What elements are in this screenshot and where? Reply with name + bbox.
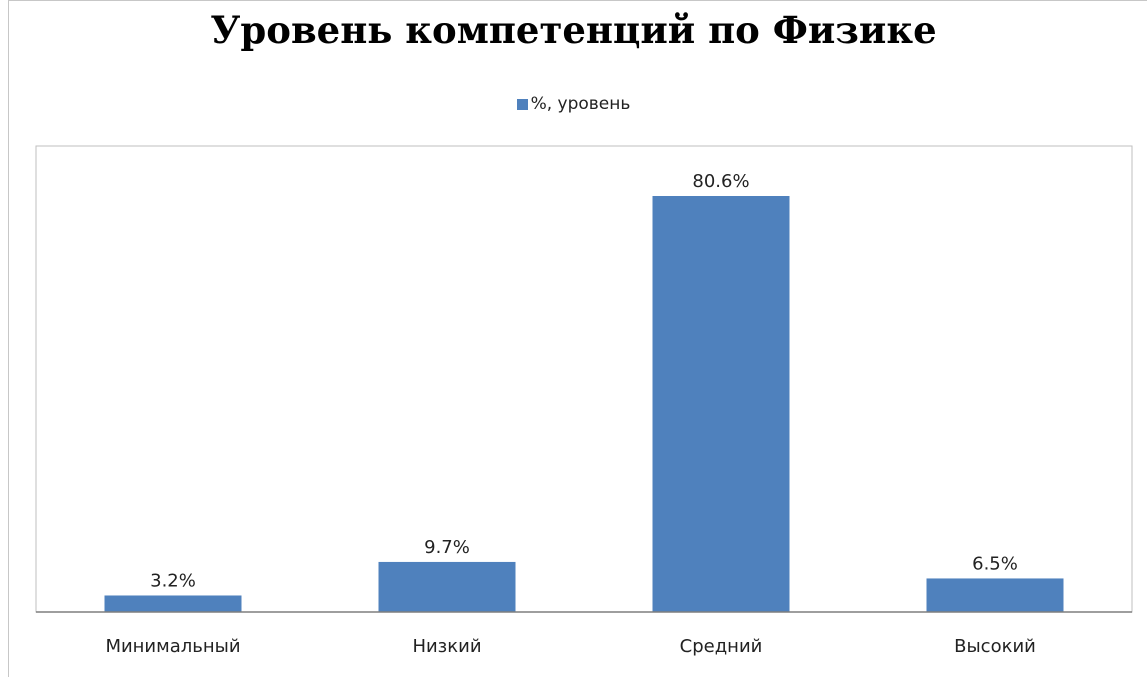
x-tick-label-4: Высокий	[954, 636, 1036, 657]
bar-3	[652, 196, 790, 612]
data-label-2: 9.7%	[424, 537, 470, 558]
bars-layer: 3.2% Минимальный 9.7% Низкий 80.6% Средний 6.5…	[104, 171, 1064, 657]
chart-legend: %, уровень	[0, 94, 1147, 114]
x-tick-label-3: Средний	[680, 636, 763, 657]
legend-swatch	[516, 98, 528, 110]
x-tick-label-1: Минимальный	[105, 636, 240, 657]
data-label-3: 80.6%	[692, 171, 749, 192]
chart-frame	[8, 0, 1147, 677]
plot-border	[35, 145, 1133, 613]
x-tick-label-2: Низкий	[412, 636, 481, 657]
chart-title: Уровень компетенций по Физике	[210, 8, 937, 52]
bar-2	[378, 561, 516, 612]
data-label-1: 3.2%	[150, 570, 196, 591]
bar-4	[926, 578, 1064, 612]
legend-label: %, уровень	[530, 94, 631, 114]
data-label-4: 6.5%	[972, 553, 1018, 574]
bar-1	[104, 595, 242, 612]
